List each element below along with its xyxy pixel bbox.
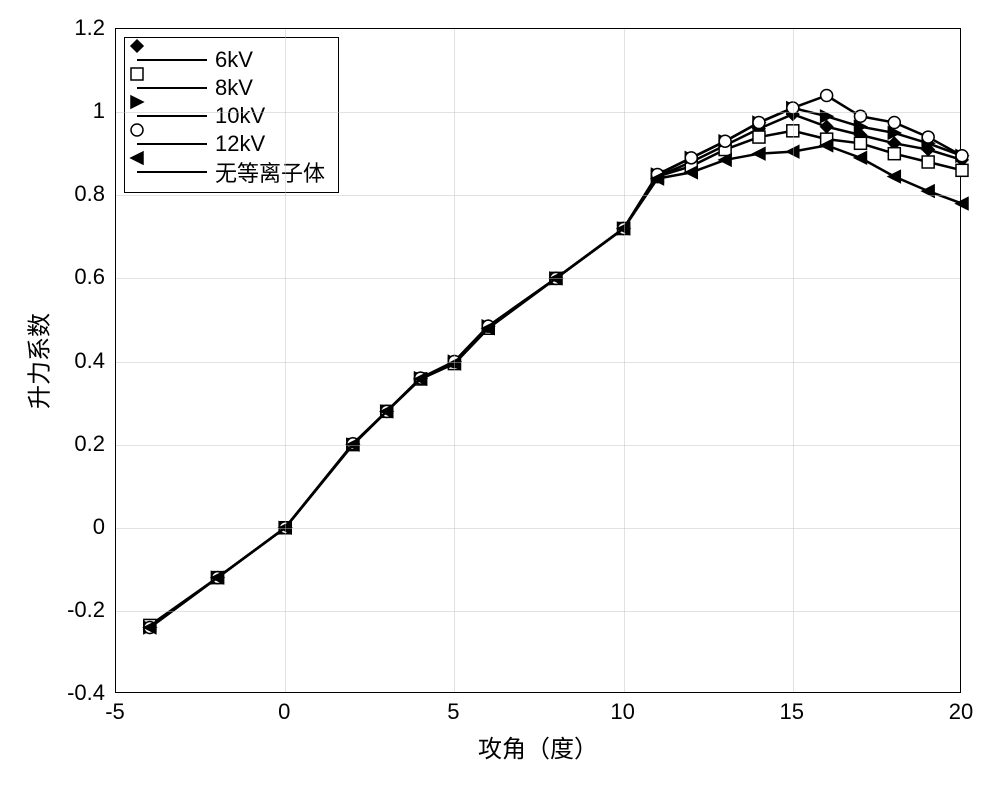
x-tick-label: 10: [610, 699, 634, 725]
x-tick-label: -5: [105, 699, 125, 725]
legend-label: 10kV: [215, 103, 265, 129]
marker-8kV: [854, 137, 866, 149]
y-tick-label: 0.4: [74, 348, 105, 374]
series-line-无等离子体: [150, 145, 962, 627]
marker-8kV: [888, 148, 900, 160]
legend: 6kV8kV10kV12kV无等离子体: [124, 37, 339, 193]
legend-swatch: [137, 158, 207, 186]
grid-line-horizontal: [116, 445, 960, 446]
grid-line-vertical: [285, 29, 286, 692]
legend-label: 6kV: [215, 47, 253, 73]
marker-8kV: [753, 131, 765, 143]
y-tick-label: -0.2: [67, 597, 105, 623]
legend-label: 12kV: [215, 131, 265, 157]
y-tick-label: 0.6: [74, 264, 105, 290]
marker-无等离子体: [854, 152, 866, 164]
y-tick-label: 1.2: [74, 15, 105, 41]
grid-line-horizontal: [116, 362, 960, 363]
x-tick-label: 0: [278, 699, 290, 725]
x-axis-label: 攻角（度）: [478, 729, 598, 764]
marker-12kV: [719, 135, 731, 147]
y-tick-label: 1: [93, 98, 105, 124]
legend-item: 无等离子体: [137, 158, 326, 186]
chart-container: 6kV8kV10kV12kV无等离子体 攻角（度） 升力系数 -50510152…: [0, 0, 1000, 785]
grid-line-horizontal: [116, 278, 960, 279]
x-tick-label: 5: [447, 699, 459, 725]
grid-line-vertical: [793, 29, 794, 692]
marker-12kV: [888, 117, 900, 129]
grid-line-horizontal: [116, 195, 960, 196]
marker-12kV: [922, 131, 934, 143]
marker-12kV: [821, 90, 833, 102]
y-tick-label: 0: [93, 514, 105, 540]
grid-line-horizontal: [116, 112, 960, 113]
y-tick-label: -0.4: [67, 680, 105, 706]
series-line-8kV: [150, 131, 962, 626]
y-tick-label: 0.8: [74, 181, 105, 207]
grid-line-vertical: [454, 29, 455, 692]
marker-无等离子体: [888, 171, 900, 183]
grid-line-horizontal: [116, 611, 960, 612]
x-tick-label: 20: [949, 699, 973, 725]
y-axis-label: 升力系数: [20, 313, 55, 409]
grid-line-horizontal: [116, 528, 960, 529]
x-tick-label: 15: [780, 699, 804, 725]
marker-无等离子体: [956, 198, 968, 210]
y-tick-label: 0.2: [74, 431, 105, 457]
marker-12kV: [956, 150, 968, 162]
marker-8kV: [956, 164, 968, 176]
plot-area: 6kV8kV10kV12kV无等离子体: [115, 28, 961, 693]
grid-line-vertical: [624, 29, 625, 692]
marker-8kV: [922, 156, 934, 168]
marker-6kV: [821, 121, 833, 133]
marker-12kV: [753, 117, 765, 129]
legend-label: 8kV: [215, 75, 253, 101]
marker-12kV: [685, 152, 697, 164]
legend-label: 无等离子体: [215, 156, 325, 188]
marker-无等离子体: [753, 148, 765, 160]
